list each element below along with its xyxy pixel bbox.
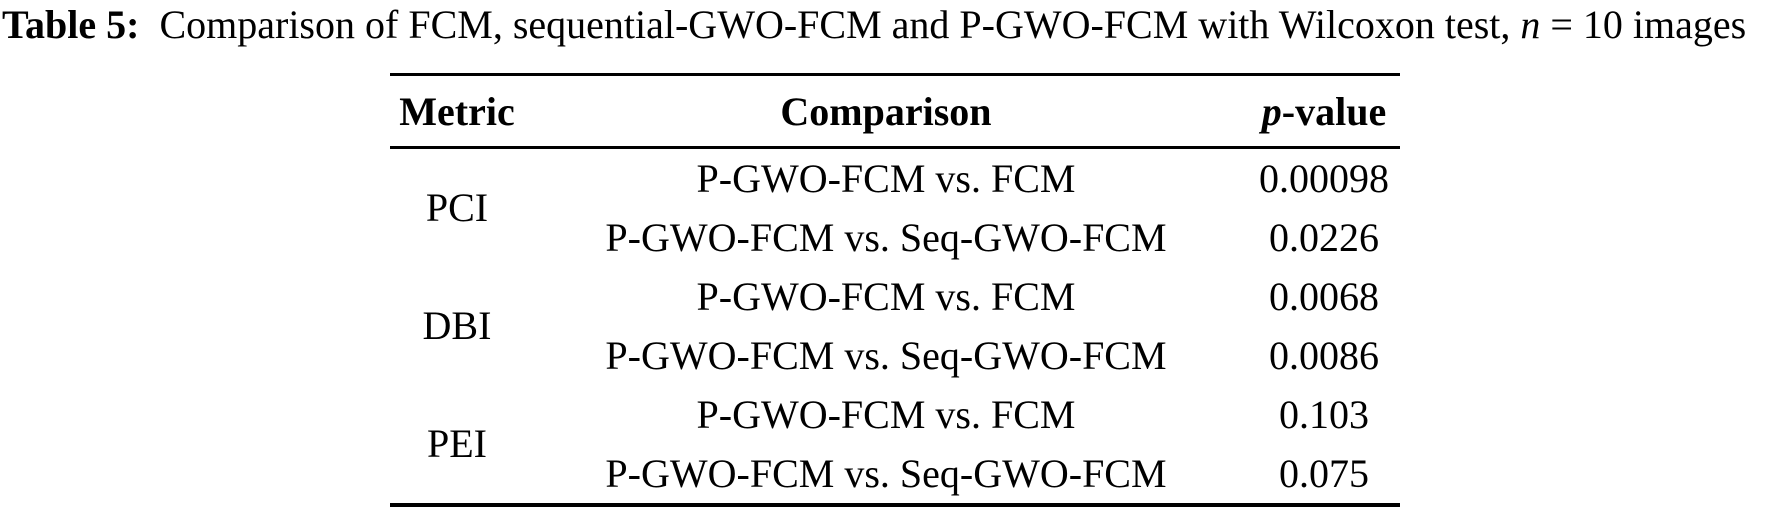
header-comparison: Comparison: [780, 88, 992, 134]
caption-label: Table 5:: [2, 2, 140, 47]
table-row: PCI P-GWO-FCM vs. FCM 0.00098: [390, 148, 1400, 228]
table-row: P-GWO-FCM vs. Seq-GWO-FCM 0.075: [390, 444, 1400, 505]
comparison-cell: P-GWO-FCM vs. FCM: [696, 155, 1076, 201]
table-row: P-GWO-FCM vs. Seq-GWO-FCM 0.0086: [390, 326, 1400, 385]
header-p-suffix: -value: [1281, 88, 1387, 134]
comparison-cell: P-GWO-FCM vs. Seq-GWO-FCM: [605, 450, 1167, 496]
header-metric: Metric: [399, 88, 515, 134]
comparison-cell: P-GWO-FCM vs. Seq-GWO-FCM: [605, 214, 1167, 260]
comparison-cell: P-GWO-FCM vs. Seq-GWO-FCM: [605, 332, 1167, 378]
metric-cell-pci: PCI: [425, 185, 489, 230]
comparison-cell: P-GWO-FCM vs. FCM: [696, 391, 1076, 437]
p-value-cell: 0.00098: [1259, 155, 1389, 201]
wilcoxon-comparison-table: Metric Comparison p-value PCI P-GWO-FCM …: [390, 73, 1400, 507]
header-p-value: p-value: [1248, 75, 1400, 148]
table-header-row: Metric Comparison p-value: [390, 75, 1400, 148]
table-row: PEI P-GWO-FCM vs. FCM 0.103: [390, 385, 1400, 465]
metric-cell-pei: PEI: [427, 421, 487, 466]
caption-body: Comparison of FCM, sequential-GWO-FCM an…: [139, 2, 1521, 47]
metric-cell-dbi: DBI: [422, 303, 492, 348]
caption-tail: = 10 images: [1540, 2, 1747, 47]
header-p-italic: p: [1261, 88, 1282, 134]
comparison-cell: P-GWO-FCM vs. FCM: [696, 273, 1076, 319]
p-value-cell: 0.0086: [1269, 332, 1379, 378]
p-value-cell: 0.075: [1279, 450, 1369, 496]
p-value-cell: 0.0226: [1269, 214, 1379, 260]
table-row: DBI P-GWO-FCM vs. FCM 0.0068: [390, 267, 1400, 347]
p-value-cell: 0.0068: [1269, 273, 1379, 319]
p-value-cell: 0.103: [1279, 391, 1369, 437]
table-row: P-GWO-FCM vs. Seq-GWO-FCM 0.0226: [390, 208, 1400, 267]
table-caption: Table 5: Comparison of FCM, sequential-G…: [2, 2, 1746, 48]
caption-n-variable: n: [1520, 2, 1541, 47]
